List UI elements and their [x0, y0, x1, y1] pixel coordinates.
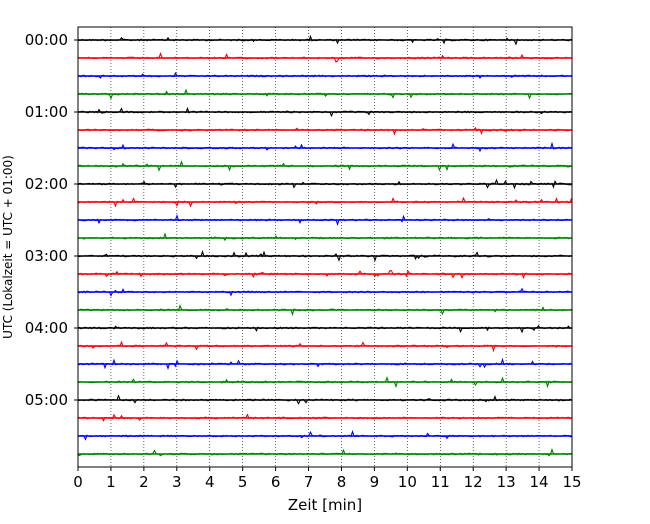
x-tick-label: 1 [106, 473, 116, 491]
y-axis-ticks: 00:00 01:00 02:00 03:00 04:00 05:00 [25, 31, 78, 409]
x-tick-label: 3 [172, 473, 182, 491]
y-tick-label: 05:00 [25, 391, 68, 409]
y-axis-label: UTC (Lokalzeit = UTC + 01:00) [1, 155, 15, 339]
y-tick-label: 04:00 [25, 319, 68, 337]
x-axis-label: Zeit [min] [288, 496, 362, 514]
x-tick-label: 14 [530, 473, 549, 491]
x-tick-label: 5 [238, 473, 248, 491]
x-tick-label: 9 [370, 473, 380, 491]
seismogram-traces [77, 34, 573, 457]
x-tick-label: 7 [304, 473, 314, 491]
x-tick-label: 15 [562, 473, 581, 491]
plot-frame [77, 26, 573, 468]
x-tick-label: 12 [464, 473, 483, 491]
seismogram-trace [77, 324, 572, 334]
x-tick-label: 0 [73, 473, 83, 491]
y-tick-label: 03:00 [25, 247, 68, 265]
x-tick-label: 4 [205, 473, 215, 491]
seismogram-trace [77, 447, 572, 457]
x-axis-ticks: 0 1 2 3 4 5 6 7 8 9 10 11 12 13 14 15 [73, 467, 582, 491]
x-tick-label: 6 [271, 473, 281, 491]
seismogram-trace [77, 126, 572, 136]
x-tick-label: 10 [398, 473, 417, 491]
y-tick-label: 01:00 [25, 103, 68, 121]
x-tick-label: 8 [337, 473, 347, 491]
x-tick-label: 11 [431, 473, 450, 491]
y-tick-label: 00:00 [25, 31, 68, 49]
x-tick-label: 2 [139, 473, 149, 491]
vertical-grid [110, 27, 540, 467]
seismogram-trace [77, 232, 572, 242]
x-tick-label: 13 [497, 473, 516, 491]
y-tick-label: 02:00 [25, 175, 68, 193]
